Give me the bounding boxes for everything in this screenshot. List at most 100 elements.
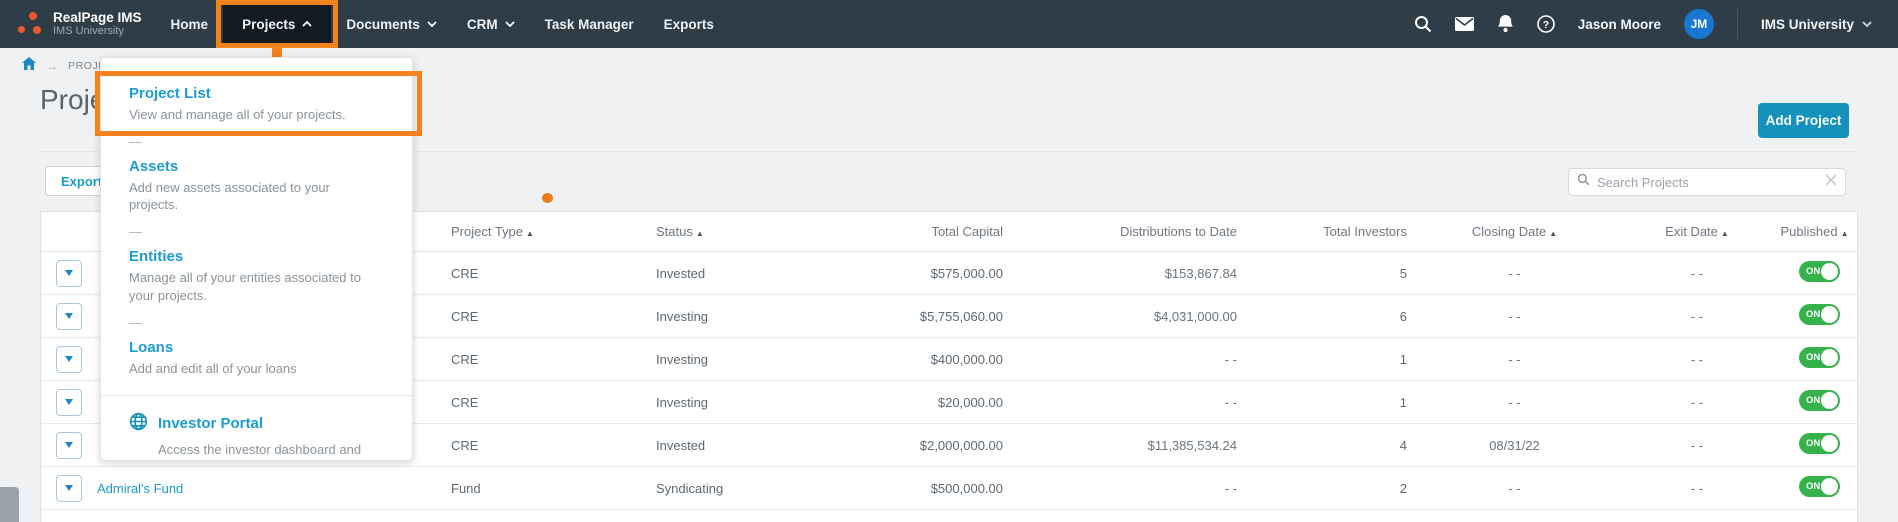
cell-total-capital: $5,755,060.00 bbox=[919, 308, 1003, 324]
user-name[interactable]: Jason Moore bbox=[1577, 16, 1661, 32]
col-header-status[interactable]: Status ▲ bbox=[656, 224, 704, 239]
cell-project-type: CRE bbox=[451, 308, 479, 324]
project-name-link[interactable]: Admiral's Fund bbox=[97, 480, 184, 496]
cell-closing-date: 08/31/22 bbox=[1489, 437, 1540, 453]
table-row: CRE Investing $20,000.00 - - 1 - - - - O… bbox=[41, 381, 1857, 424]
nav-item-projects[interactable]: Projects bbox=[216, 0, 339, 72]
caret-down-icon bbox=[65, 399, 73, 405]
realpage-logo-icon bbox=[18, 11, 44, 37]
nav-item-home[interactable]: Home bbox=[170, 16, 209, 32]
published-toggle[interactable]: ON bbox=[1799, 476, 1840, 497]
cell-status: Invested bbox=[656, 437, 706, 453]
cell-exit-date: - - bbox=[1690, 351, 1704, 367]
cell-total-investors: 1 bbox=[1399, 351, 1407, 367]
cell-total-capital: $400,000.00 bbox=[930, 351, 1003, 367]
avatar[interactable]: JM bbox=[1683, 9, 1714, 39]
cell-distributions: - - bbox=[1224, 394, 1237, 410]
cell-total-investors: 4 bbox=[1399, 437, 1407, 453]
home-icon[interactable] bbox=[22, 57, 36, 75]
caret-down-icon bbox=[65, 485, 73, 491]
cell-total-capital: $575,000.00 bbox=[930, 265, 1003, 281]
nav-item-documents[interactable]: Documents bbox=[331, 0, 452, 48]
cell-exit-date: - - bbox=[1690, 265, 1704, 281]
cell-closing-date: - - bbox=[1508, 480, 1521, 496]
cell-distributions: $4,031,000.00 bbox=[1153, 308, 1237, 324]
cell-closing-date: - - bbox=[1508, 265, 1521, 281]
col-header-closing-date[interactable]: Closing Date ▲ bbox=[1471, 224, 1558, 239]
clear-search-icon[interactable] bbox=[1825, 173, 1837, 191]
cell-total-investors: 5 bbox=[1399, 265, 1407, 281]
menu-item-entities[interactable]: Entities Manage all of your entities ass… bbox=[129, 248, 361, 303]
navbar-divider bbox=[1736, 9, 1738, 39]
published-toggle[interactable]: ON bbox=[1799, 390, 1840, 411]
org-selector[interactable]: IMS University bbox=[1761, 17, 1872, 32]
search-projects-input[interactable] bbox=[1597, 174, 1825, 190]
menu-item-assets[interactable]: Assets Add new assets associated to your… bbox=[129, 158, 330, 213]
sort-asc-icon: ▲ bbox=[1549, 229, 1558, 238]
top-navbar: RealPage IMS IMS University Home Project… bbox=[0, 0, 1898, 72]
menu-separator: — bbox=[129, 224, 142, 240]
sort-asc-icon: ▲ bbox=[526, 229, 534, 238]
row-expand-button[interactable] bbox=[56, 345, 82, 373]
table-row: Admiral's Fund Fund Syndicating $500,000… bbox=[41, 467, 1857, 510]
sort-asc-icon: ▲ bbox=[1840, 229, 1849, 238]
cell-exit-date: - - bbox=[1690, 437, 1704, 453]
col-header-total-capital[interactable]: Total Capital bbox=[931, 224, 1003, 239]
cell-closing-date: - - bbox=[1508, 394, 1521, 410]
cell-total-capital: $2,000,000.00 bbox=[919, 437, 1003, 453]
published-toggle[interactable]: ON bbox=[1799, 433, 1840, 454]
row-expand-button[interactable] bbox=[56, 474, 82, 502]
caret-down-icon bbox=[65, 442, 73, 448]
cell-exit-date: - - bbox=[1690, 308, 1704, 324]
nav-item-crm[interactable]: CRM bbox=[452, 0, 530, 48]
search-projects-box bbox=[1568, 168, 1846, 196]
row-expand-button[interactable] bbox=[56, 388, 82, 416]
help-icon[interactable]: ? bbox=[1536, 15, 1555, 33]
brand-subtitle: IMS University bbox=[53, 25, 124, 38]
brand-title: RealPage IMS bbox=[53, 9, 142, 25]
navbar-right: ? Jason Moore JM IMS University bbox=[1414, 9, 1872, 39]
col-header-project-type[interactable]: Project Type ▲ bbox=[451, 224, 534, 239]
cell-project-type: CRE bbox=[451, 437, 479, 453]
add-project-button[interactable]: Add Project bbox=[1758, 103, 1849, 138]
menu-item-investor-portal[interactable]: Investor Portal Access the investor dash… bbox=[129, 412, 388, 460]
search-icon[interactable] bbox=[1414, 15, 1432, 33]
mail-icon[interactable] bbox=[1454, 17, 1474, 31]
nav-item-exports[interactable]: Exports bbox=[663, 16, 714, 32]
partial-corner-element bbox=[0, 487, 19, 522]
published-toggle[interactable]: ON bbox=[1799, 304, 1840, 325]
col-header-distributions[interactable]: Distributions to Date bbox=[1119, 224, 1237, 239]
menu-item-loans[interactable]: Loans Add and edit all of your loans bbox=[129, 338, 297, 376]
caret-down-icon bbox=[65, 356, 73, 362]
row-expand-button[interactable] bbox=[56, 302, 82, 330]
menu-item-project-list[interactable]: Project List View and manage all of your… bbox=[129, 85, 346, 122]
globe-icon bbox=[129, 412, 148, 436]
svg-text:?: ? bbox=[1542, 19, 1548, 31]
breadcrumb-arrow-icon: → bbox=[46, 59, 58, 73]
col-header-total-investors[interactable]: Total Investors bbox=[1323, 224, 1407, 239]
projects-dropdown-menu: Project List View and manage all of your… bbox=[100, 57, 413, 461]
nav-item-task-manager[interactable]: Task Manager bbox=[544, 16, 634, 32]
published-toggle[interactable]: ON bbox=[1799, 347, 1840, 368]
row-expand-button[interactable] bbox=[56, 431, 82, 459]
cell-status: Investing bbox=[656, 308, 709, 324]
menu-separator: — bbox=[129, 134, 142, 150]
brand: RealPage IMS IMS University bbox=[18, 10, 142, 38]
chevron-up-icon bbox=[302, 21, 312, 27]
cell-total-investors: 6 bbox=[1399, 308, 1407, 324]
cell-project-type: CRE bbox=[451, 351, 479, 367]
table-row: CRE Invested $2,000,000.00 $11,385,534.2… bbox=[41, 424, 1857, 467]
cell-exit-date: - - bbox=[1690, 394, 1704, 410]
bell-icon[interactable] bbox=[1497, 14, 1514, 34]
main-nav: Home Projects Documents CRM Task Manager… bbox=[156, 0, 729, 72]
cell-closing-date: - - bbox=[1508, 351, 1521, 367]
col-header-published[interactable]: Published ▲ bbox=[1780, 224, 1849, 239]
table-header-row: Project Type ▲ Status ▲ Total Capital Dist… bbox=[41, 212, 1857, 252]
col-header-exit-date[interactable]: Exit Date ▲ bbox=[1665, 224, 1729, 239]
published-toggle[interactable]: ON bbox=[1799, 261, 1840, 282]
cell-project-type: Fund bbox=[451, 480, 481, 496]
row-expand-button[interactable] bbox=[56, 259, 82, 287]
cell-exit-date: - - bbox=[1690, 480, 1704, 496]
menu-separator: — bbox=[129, 314, 142, 330]
